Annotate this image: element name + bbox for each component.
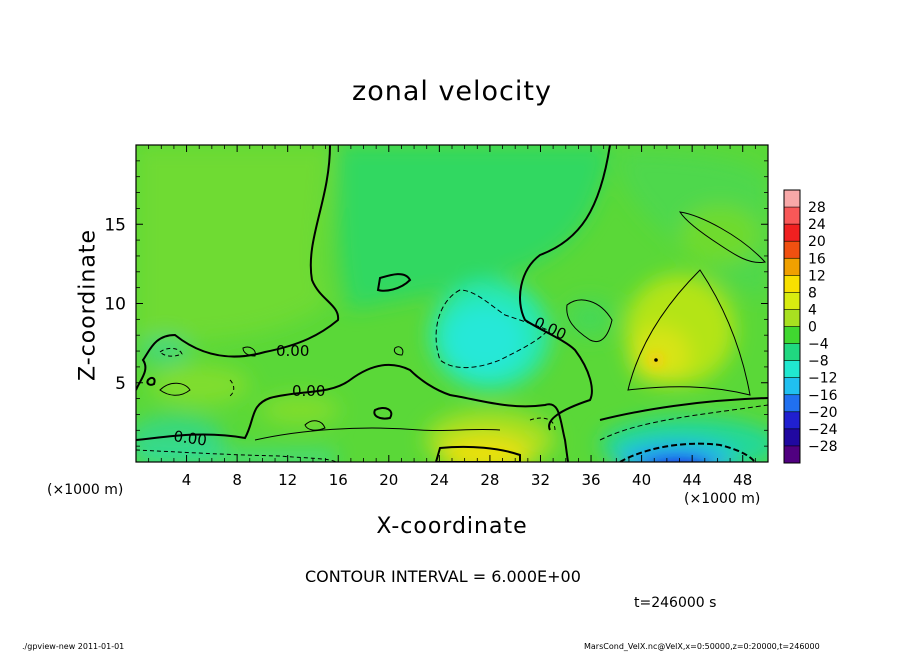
- x-tick-label: 44: [683, 471, 702, 489]
- colorbar-swatch: [784, 343, 800, 361]
- chart-title: zonal velocity: [352, 76, 552, 107]
- x-unit-label-right: (×1000 m): [684, 491, 761, 507]
- colorbar-swatch: [784, 445, 800, 464]
- colorbar-label: −12: [808, 371, 838, 387]
- x-tick-label: 12: [278, 471, 297, 489]
- colorbar-label: −20: [808, 405, 838, 421]
- y-axis-ticks: 5 10 15: [104, 160, 768, 447]
- x-unit-label-left: (×1000 m): [47, 482, 124, 498]
- heatmap-field: [136, 145, 768, 462]
- colorbar-label: −24: [808, 422, 838, 438]
- colorbar-swatch: [784, 292, 800, 310]
- x-tick-label: 20: [379, 471, 398, 489]
- colorbar-swatch: [784, 241, 800, 259]
- colorbar-label: −16: [808, 388, 838, 404]
- y-tick-label: 5: [115, 374, 126, 394]
- footer-left: ./gpview-new 2011-01-01: [22, 642, 125, 651]
- colorbar-swatch: [784, 207, 800, 225]
- x-tick-label: 32: [531, 471, 550, 489]
- colorbar-label: 12: [808, 268, 826, 284]
- x-tick-label: 28: [480, 471, 499, 489]
- colorbar-swatch: [784, 258, 800, 276]
- x-tick-label: 4: [182, 471, 192, 489]
- colorbar-label: 16: [808, 251, 826, 267]
- x-tick-label: 40: [632, 471, 651, 489]
- x-axis-ticks: 4 8 12 16 20 24 28 32 36 40 44 48: [148, 145, 756, 489]
- colorbar-swatch: [784, 326, 800, 344]
- colorbar-swatch: [784, 377, 800, 396]
- colorbar-label: 24: [808, 217, 826, 233]
- time-label: t=246000 s: [634, 595, 717, 611]
- colorbar-label: −28: [808, 439, 838, 455]
- colorbar-label: −4: [808, 337, 829, 353]
- y-tick-label: 10: [104, 295, 126, 315]
- colorbar-swatch: [784, 411, 800, 430]
- colorbar-swatch: [784, 190, 800, 208]
- x-axis-label: X-coordinate: [376, 514, 528, 539]
- colorbar-label: −8: [808, 354, 829, 370]
- colorbar-swatch: [784, 428, 800, 447]
- x-tick-label: 24: [430, 471, 449, 489]
- colorbar-swatch: [784, 224, 800, 242]
- colorbar-swatch: [784, 360, 800, 378]
- contour-label: 0.00: [172, 427, 208, 449]
- x-tick-label: 8: [232, 471, 242, 489]
- contour-lines: [136, 145, 768, 462]
- contour-label: 0.00: [292, 382, 325, 400]
- x-tick-label: 16: [329, 471, 348, 489]
- colorbar-label: 4: [808, 302, 817, 318]
- colorbar-swatch: [784, 309, 800, 327]
- colorbar-label: 28: [808, 200, 826, 216]
- x-tick-label: 36: [581, 471, 600, 489]
- colorbar-swatch: [784, 275, 800, 293]
- contour-label: 0.00: [276, 342, 309, 360]
- y-axis-label: Z-coordinate: [75, 229, 101, 381]
- footer-right: MarsCond_VelX.nc@VelX,x=0:50000,z=0:2000…: [584, 642, 820, 651]
- x-tick-label: 48: [733, 471, 752, 489]
- colorbar-label: 8: [808, 285, 817, 301]
- contour-interval-text: CONTOUR INTERVAL = 6.000E+00: [305, 567, 581, 586]
- colorbar-swatch: [784, 394, 800, 413]
- y-tick-label: 15: [104, 215, 126, 235]
- colorbar-label: 0: [808, 320, 817, 336]
- colorbar-label: 20: [808, 234, 826, 250]
